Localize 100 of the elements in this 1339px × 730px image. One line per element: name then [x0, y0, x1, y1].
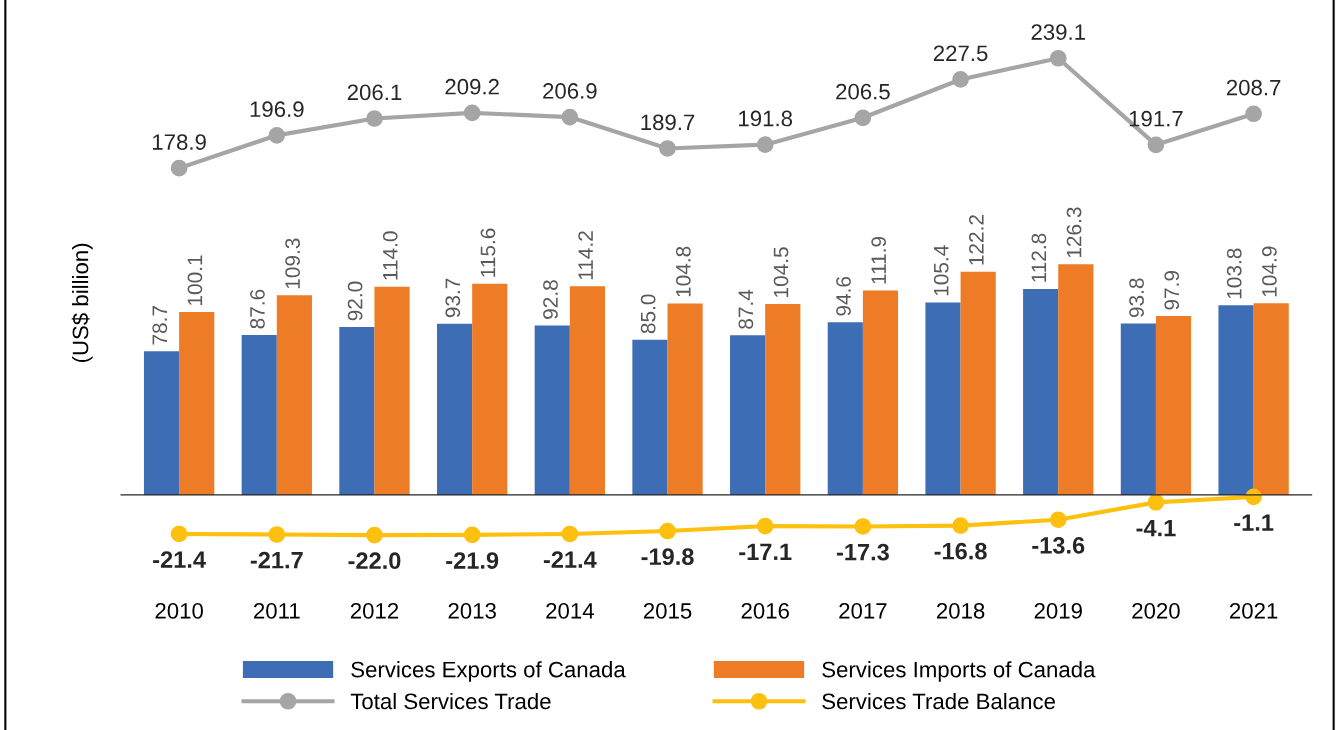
legend-label: Services Imports of Canada — [822, 661, 1096, 682]
data-label: 87.4 — [738, 289, 754, 329]
data-label: 239.1 — [1031, 24, 1085, 40]
bar — [1058, 264, 1094, 495]
bar — [143, 351, 180, 495]
bar — [730, 335, 766, 495]
data-label: 114.0 — [382, 231, 398, 280]
data-label: 209.2 — [445, 78, 499, 95]
bar — [276, 295, 312, 495]
point — [366, 526, 383, 544]
data-label: 122.2 — [968, 215, 984, 265]
data-label: 100.1 — [187, 255, 203, 305]
x-tick-label: 2010 — [155, 603, 203, 619]
point — [1147, 494, 1165, 511]
data-label: 178.9 — [153, 134, 206, 150]
data-label: 206.5 — [836, 83, 890, 100]
point — [952, 71, 969, 88]
data-label: 97.9 — [1164, 270, 1180, 310]
data-label: -13.6 — [1032, 537, 1085, 554]
legend-label: Total Services Trade — [350, 692, 551, 710]
point — [561, 108, 579, 126]
bar — [827, 322, 863, 495]
point — [659, 140, 676, 157]
y-axis-title: (US$ billion) — [71, 243, 93, 363]
data-label: -16.8 — [934, 542, 987, 560]
bar — [765, 304, 801, 495]
data-label: -21.9 — [446, 552, 499, 569]
data-label: -19.8 — [641, 548, 694, 566]
point — [170, 159, 188, 177]
bar — [241, 334, 277, 495]
data-label: 206.9 — [543, 83, 597, 99]
bar — [1120, 323, 1156, 495]
point — [1049, 49, 1067, 67]
data-label: 93.7 — [445, 278, 461, 318]
x-tick-label: 2021 — [1230, 603, 1278, 619]
bar — [1023, 288, 1059, 495]
data-label: 206.1 — [347, 84, 402, 101]
point — [1147, 136, 1165, 154]
x-tick-label: 2018 — [936, 603, 985, 619]
data-label: -21.7 — [250, 551, 303, 569]
x-tick-label: 2013 — [448, 603, 496, 619]
x-tick-label: 2011 — [254, 603, 300, 619]
point — [659, 522, 676, 540]
point — [561, 525, 579, 543]
x-tick-label: 2017 — [839, 603, 887, 619]
data-label: -4.1 — [1136, 519, 1176, 537]
bar — [179, 312, 215, 495]
point — [366, 110, 383, 127]
bar — [862, 290, 899, 495]
data-label: 189.7 — [641, 114, 695, 131]
point — [854, 518, 872, 535]
data-label: 111.9 — [871, 236, 887, 284]
data-label: 109.3 — [285, 238, 300, 289]
x-tick-label: 2016 — [741, 603, 789, 619]
point — [268, 126, 286, 144]
point — [1049, 511, 1067, 529]
bar — [1155, 316, 1192, 495]
bar — [534, 325, 570, 495]
data-label: 87.6 — [250, 289, 265, 329]
bar — [437, 323, 473, 495]
point — [463, 104, 481, 122]
bar — [1218, 305, 1254, 495]
bar — [960, 271, 996, 495]
legend-label: Services Trade Balance — [822, 692, 1055, 710]
data-label: 104.9 — [1262, 246, 1277, 297]
data-label: 196.9 — [250, 101, 304, 118]
point — [170, 525, 188, 543]
point — [463, 526, 481, 544]
data-label: -1.1 — [1234, 514, 1274, 531]
point — [756, 136, 774, 153]
data-label: 191.7 — [1129, 110, 1183, 127]
point — [268, 526, 286, 543]
data-label: 105.4 — [933, 245, 949, 296]
data-label: 78.7 — [152, 306, 168, 345]
data-label: 92.8 — [543, 280, 558, 319]
x-tick-label: 2012 — [350, 603, 399, 619]
data-label: 85.0 — [640, 294, 656, 334]
data-label: 94.6 — [836, 276, 851, 316]
bar — [339, 326, 375, 495]
point — [952, 517, 969, 534]
data-label: 93.8 — [1129, 278, 1144, 318]
data-label: 92.0 — [347, 281, 363, 321]
data-label: 115.6 — [480, 228, 496, 277]
data-label: 103.8 — [1226, 248, 1242, 299]
data-label: 104.5 — [773, 247, 789, 297]
data-label: -21.4 — [153, 551, 206, 568]
data-label: 227.5 — [933, 45, 988, 62]
x-tick-label: 2015 — [643, 603, 692, 619]
x-tick-label: 2020 — [1132, 603, 1180, 619]
data-label: -21.4 — [543, 551, 597, 568]
data-label: 112.8 — [1031, 233, 1047, 282]
point — [756, 517, 774, 535]
bar — [925, 302, 961, 495]
data-label: 104.8 — [675, 246, 691, 297]
data-label: -17.1 — [739, 543, 792, 560]
x-tick-label: 2014 — [546, 603, 594, 619]
point — [854, 109, 872, 127]
bar — [374, 286, 410, 495]
bar — [569, 286, 606, 495]
point — [1245, 105, 1262, 123]
